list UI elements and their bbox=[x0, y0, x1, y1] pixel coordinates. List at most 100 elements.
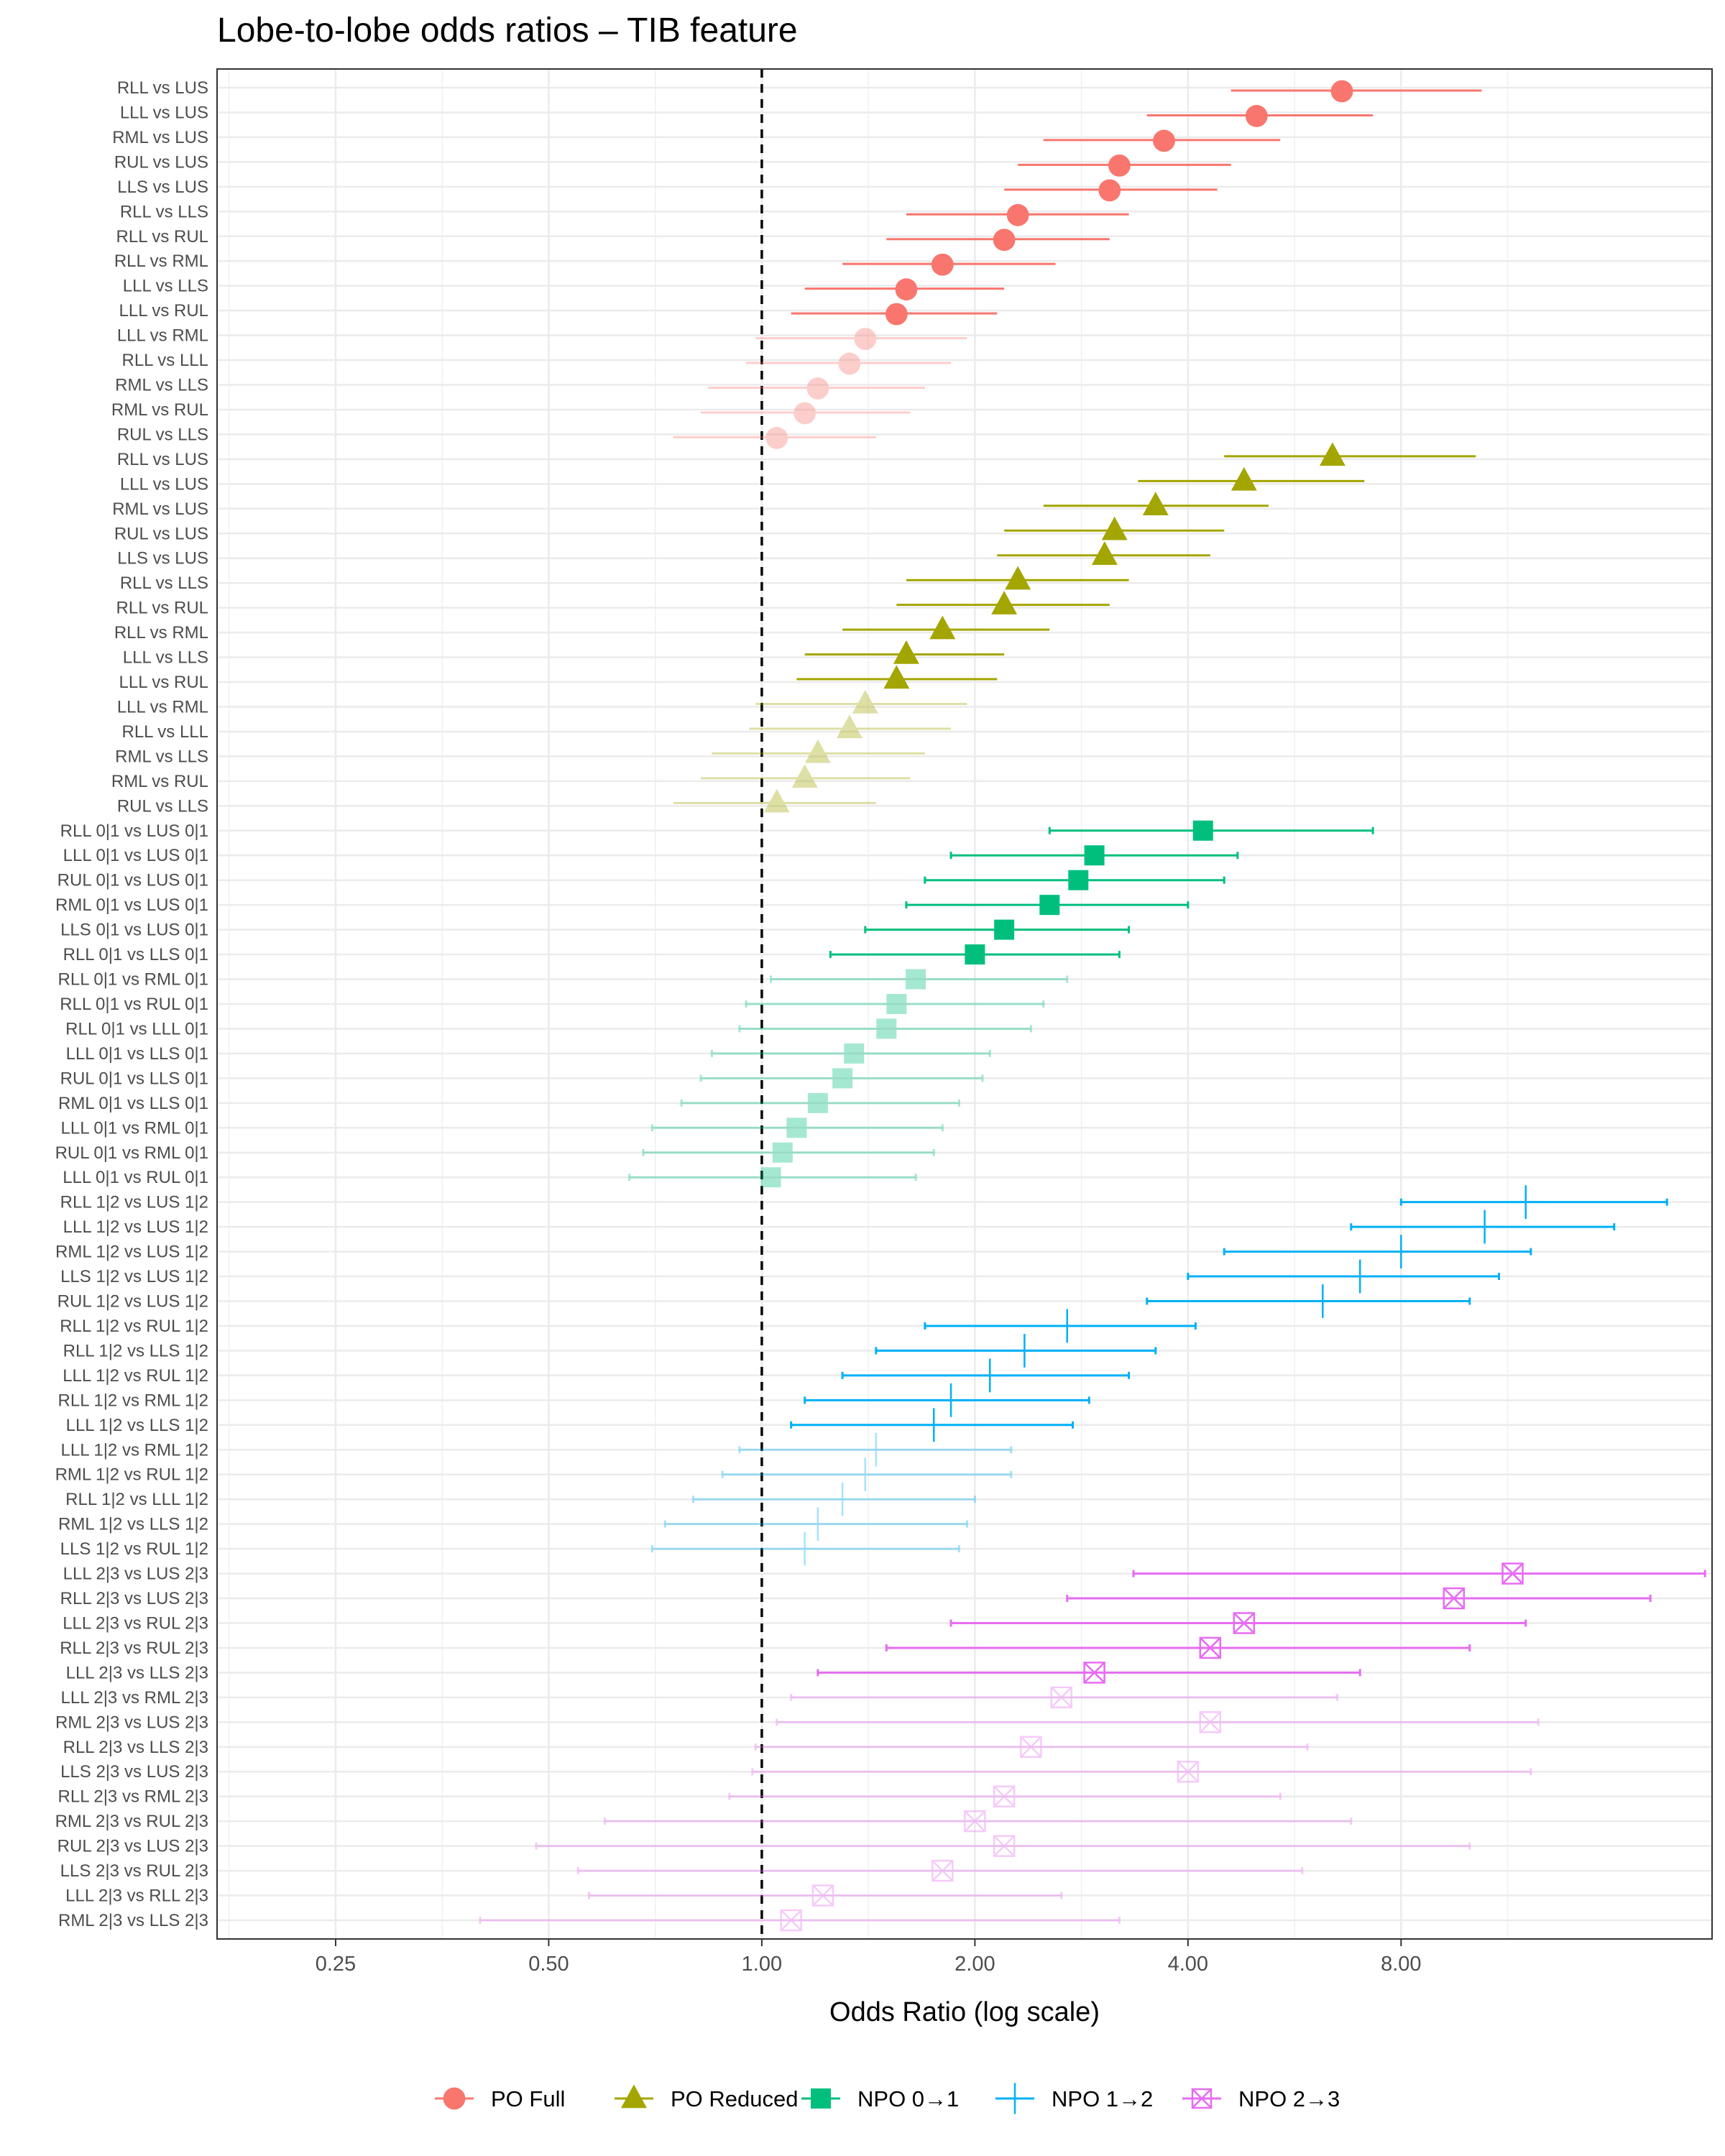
point-estimate-d2 bbox=[1083, 1662, 1105, 1684]
y-tick-label: LLL 2|3 vs RML 2|3 bbox=[61, 1688, 208, 1708]
y-tick-label: LLL vs RML bbox=[117, 697, 208, 717]
row-mark-group bbox=[587, 1884, 1063, 1907]
y-tick-label: LLS 2|3 vs RUL 2|3 bbox=[60, 1861, 208, 1881]
row-mark-group bbox=[790, 1408, 1075, 1442]
row-mark-group bbox=[1399, 1185, 1668, 1220]
y-tick-label: RLL 0|1 vs LLL 0|1 bbox=[65, 1019, 208, 1038]
y-tick-label: RLL 0|1 vs RUL 0|1 bbox=[60, 995, 208, 1014]
point-estimate bbox=[1388, 1235, 1414, 1268]
point-estimate bbox=[760, 1167, 781, 1188]
y-tick-label: RML 1|2 vs LLS 1|2 bbox=[58, 1515, 208, 1534]
point-estimate-d2 bbox=[993, 1785, 1016, 1807]
gridlines bbox=[217, 69, 1712, 1939]
row-mark-group bbox=[1043, 129, 1281, 152]
y-tick-label: RUL vs LLS bbox=[117, 796, 208, 816]
point-estimate bbox=[1050, 1686, 1072, 1709]
legend-item: PO Full bbox=[435, 2086, 565, 2111]
point-estimate bbox=[906, 969, 926, 990]
legend-key-box bbox=[1191, 2088, 1213, 2109]
point-estimate bbox=[937, 1383, 965, 1417]
y-tick-label: RLL vs LLL bbox=[121, 722, 208, 742]
point-estimate bbox=[1245, 105, 1268, 127]
row-mark-group bbox=[1223, 1235, 1532, 1268]
point-estimate bbox=[838, 352, 861, 375]
row-mark-group bbox=[738, 1018, 1032, 1039]
row-mark-group bbox=[1132, 1562, 1706, 1585]
point-estimate bbox=[1068, 870, 1089, 890]
x-axis-title: Odds Ratio (log scale) bbox=[829, 1997, 1100, 2027]
point-estimate bbox=[1020, 1736, 1042, 1759]
y-tick-label: RLL 1|2 vs LLL 1|2 bbox=[65, 1490, 208, 1509]
y-tick-label: RLL vs RML bbox=[114, 623, 208, 642]
legend-label: PO Reduced bbox=[671, 2086, 799, 2111]
y-tick-label: RLL vs RUL bbox=[116, 227, 208, 247]
y-tick-label: RLL 2|3 vs RUL 2|3 bbox=[60, 1639, 208, 1658]
point-estimate bbox=[1011, 1334, 1038, 1368]
point-estimate-d1 bbox=[1177, 1761, 1199, 1783]
row-mark-group bbox=[710, 1043, 991, 1064]
legend-item: NPO 0→1 bbox=[801, 2086, 959, 2111]
point-estimate-d2 bbox=[780, 1909, 802, 1931]
point-estimate bbox=[786, 1118, 807, 1138]
point-estimate bbox=[965, 944, 985, 965]
y-tick-label: RLL 1|2 vs LLS 1|2 bbox=[63, 1341, 208, 1360]
point-estimate-box bbox=[811, 1884, 834, 1907]
point-estimate bbox=[993, 1785, 1016, 1807]
point-estimate-d2 bbox=[1020, 1736, 1042, 1758]
point-estimate bbox=[1084, 845, 1105, 866]
point-estimate-d2 bbox=[1199, 1637, 1221, 1659]
point-estimate bbox=[994, 919, 1015, 940]
point-estimate-box bbox=[1020, 1736, 1042, 1759]
row-mark-group bbox=[804, 640, 1005, 664]
legend-key bbox=[443, 2087, 466, 2110]
point-estimate bbox=[1192, 820, 1213, 841]
y-tick-label: LLL 0|1 vs RUL 0|1 bbox=[63, 1168, 208, 1187]
row-mark-group bbox=[755, 328, 967, 350]
y-tick-label: LLL 0|1 vs LUS 0|1 bbox=[63, 846, 208, 865]
point-estimate bbox=[876, 1018, 897, 1039]
row-mark-group bbox=[650, 1118, 944, 1138]
point-estimate bbox=[993, 229, 1016, 252]
y-tick-label: RLL vs LLS bbox=[120, 573, 208, 593]
row-mark-group bbox=[886, 229, 1110, 252]
point-estimate bbox=[895, 278, 918, 301]
data-marks bbox=[479, 80, 1706, 1932]
legend-item: NPO 1→2 bbox=[995, 2083, 1153, 2114]
point-estimate bbox=[885, 303, 908, 326]
y-tick-label: LLL 2|3 vs LUS 2|3 bbox=[63, 1565, 208, 1584]
legend-key bbox=[621, 2084, 647, 2109]
row-mark-group bbox=[691, 1482, 976, 1516]
y-tick-label: RML 2|3 vs LLS 2|3 bbox=[58, 1911, 208, 1930]
y-tick-label: LLL 0|1 vs RML 0|1 bbox=[61, 1118, 208, 1138]
point-estimate bbox=[1330, 80, 1353, 103]
point-estimate-d2 bbox=[1233, 1612, 1255, 1634]
point-estimate bbox=[993, 1835, 1016, 1857]
legend-key bbox=[1003, 2083, 1027, 2114]
y-tick-label: LLS 0|1 vs LUS 0|1 bbox=[60, 921, 208, 940]
row-mark-group bbox=[896, 591, 1110, 614]
y-tick-label: LLL 2|3 vs LLS 2|3 bbox=[66, 1663, 208, 1682]
y-axis-labels: RLL vs LUS LLL vs LUS RML vs LUS RUL vs LUS… bbox=[55, 78, 208, 1930]
y-tick-label: RUL 0|1 vs LLS 0|1 bbox=[60, 1069, 208, 1088]
legend-label: NPO 2→3 bbox=[1238, 2086, 1340, 2111]
y-tick-label: RML 2|3 vs LUS 2|3 bbox=[55, 1713, 208, 1732]
point-estimate bbox=[1098, 179, 1121, 202]
point-estimate-d2 bbox=[964, 1810, 986, 1833]
point-estimate bbox=[854, 328, 877, 350]
point-estimate bbox=[836, 714, 862, 739]
point-estimate-box bbox=[1233, 1612, 1256, 1634]
row-mark-group bbox=[673, 788, 876, 813]
point-estimate-box bbox=[1177, 1760, 1200, 1783]
point-estimate bbox=[1230, 466, 1257, 491]
y-tick-label: RLL vs LLS bbox=[120, 202, 208, 221]
x-tick-label: 2.00 bbox=[954, 1953, 995, 1976]
row-mark-group bbox=[885, 1636, 1471, 1659]
y-tick-label: RUL 1|2 vs LUS 1|2 bbox=[58, 1292, 208, 1312]
point-estimate bbox=[1039, 895, 1060, 916]
y-tick-label: LLL 1|2 vs LLS 1|2 bbox=[66, 1416, 208, 1435]
y-tick-label: RLL 1|2 vs RUL 1|2 bbox=[60, 1317, 208, 1336]
row-mark-group bbox=[1004, 516, 1225, 540]
point-estimate bbox=[1199, 1711, 1222, 1733]
legend-key bbox=[811, 2088, 831, 2109]
y-tick-label: RLL 1|2 vs RML 1|2 bbox=[58, 1391, 208, 1410]
